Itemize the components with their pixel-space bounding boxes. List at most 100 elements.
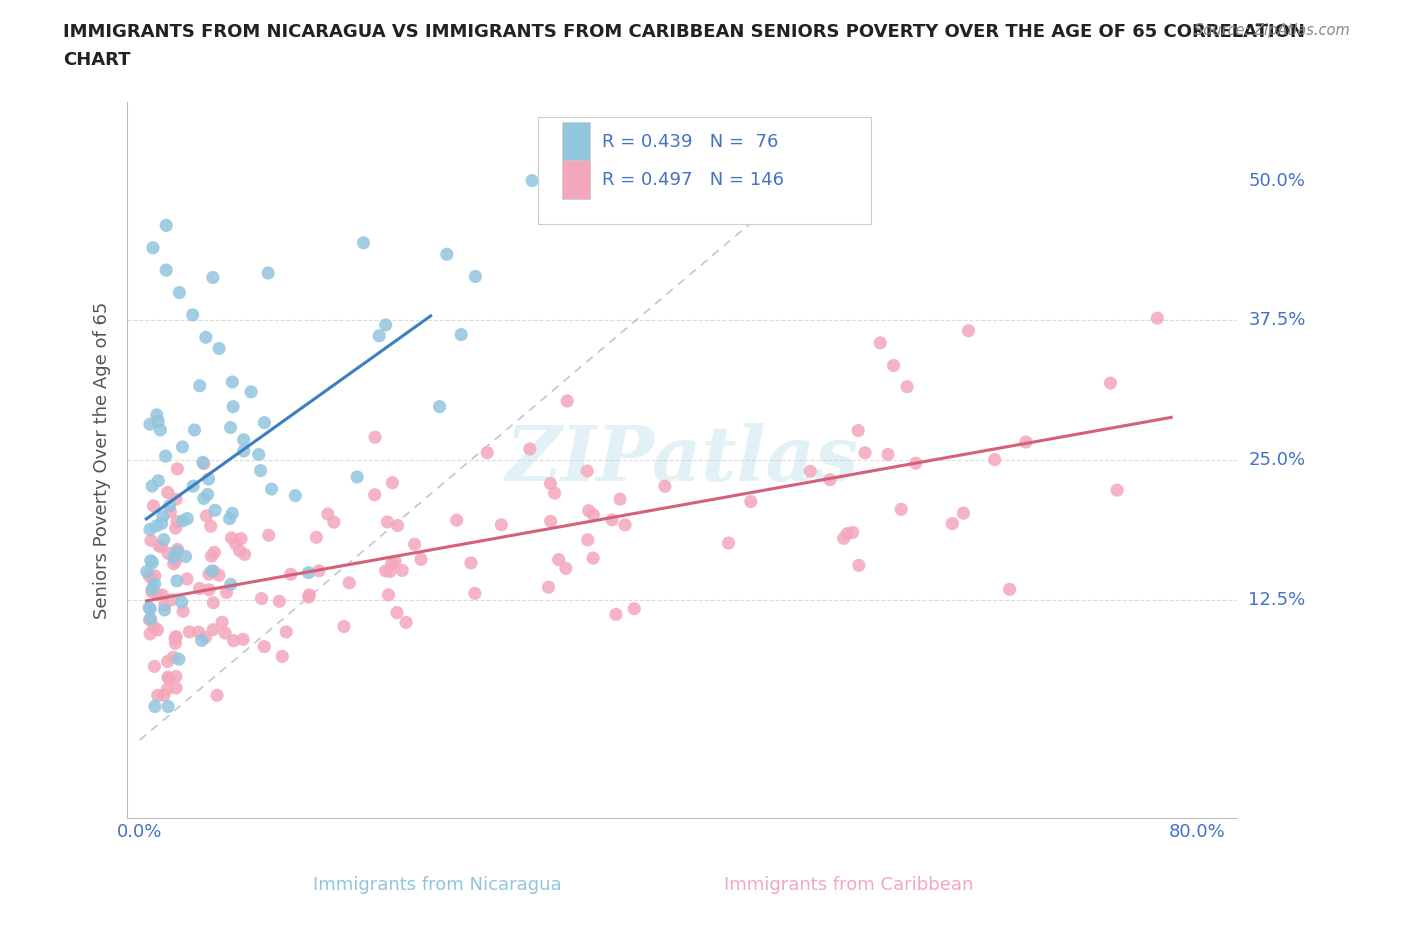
Point bbox=[176, 571, 198, 586]
Point bbox=[378, 564, 401, 578]
Point bbox=[197, 487, 219, 502]
Point bbox=[555, 393, 578, 408]
Point bbox=[155, 218, 177, 232]
Point bbox=[519, 442, 541, 457]
Point bbox=[229, 531, 252, 546]
Point bbox=[165, 630, 187, 644]
Point bbox=[138, 600, 160, 615]
Point bbox=[205, 688, 228, 703]
Point bbox=[869, 336, 891, 351]
Point bbox=[391, 563, 413, 578]
Point bbox=[202, 595, 225, 610]
Point bbox=[576, 464, 599, 479]
Point bbox=[195, 509, 218, 524]
FancyBboxPatch shape bbox=[562, 160, 589, 199]
Point bbox=[280, 567, 302, 582]
Point bbox=[157, 671, 180, 685]
Point bbox=[163, 556, 186, 571]
Point bbox=[846, 423, 869, 438]
Point bbox=[219, 577, 242, 591]
Point bbox=[1107, 483, 1129, 498]
Point bbox=[375, 514, 398, 529]
Point bbox=[257, 266, 280, 281]
Point bbox=[193, 457, 215, 472]
Point bbox=[477, 445, 499, 460]
Point bbox=[181, 308, 204, 323]
Point bbox=[983, 452, 1005, 467]
Point bbox=[429, 399, 451, 414]
Point bbox=[464, 269, 486, 284]
Point bbox=[194, 630, 217, 644]
Point bbox=[139, 612, 162, 627]
Point bbox=[139, 627, 162, 642]
Point bbox=[139, 553, 162, 568]
Point bbox=[799, 464, 821, 479]
Point bbox=[253, 639, 276, 654]
Point bbox=[162, 650, 184, 665]
Point bbox=[614, 517, 637, 532]
Point bbox=[346, 470, 368, 485]
Point bbox=[148, 473, 170, 488]
Point bbox=[135, 565, 157, 579]
Point bbox=[298, 590, 321, 604]
Point bbox=[380, 556, 402, 571]
Point bbox=[600, 512, 623, 527]
Point bbox=[166, 542, 188, 557]
Text: 25.0%: 25.0% bbox=[1249, 451, 1306, 470]
Point bbox=[143, 568, 166, 583]
Point bbox=[374, 317, 396, 332]
Point bbox=[148, 538, 170, 553]
FancyBboxPatch shape bbox=[562, 122, 589, 161]
Text: IMMIGRANTS FROM NICARAGUA VS IMMIGRANTS FROM CARIBBEAN SENIORS POVERTY OVER THE : IMMIGRANTS FROM NICARAGUA VS IMMIGRANTS … bbox=[63, 23, 1305, 41]
Point bbox=[404, 537, 426, 551]
Point bbox=[381, 475, 404, 490]
Point bbox=[841, 525, 863, 539]
Point bbox=[337, 576, 360, 591]
Point bbox=[605, 607, 627, 622]
Point bbox=[253, 415, 276, 430]
Point bbox=[142, 619, 165, 634]
Point bbox=[395, 615, 418, 630]
Point bbox=[520, 173, 543, 188]
Point bbox=[167, 652, 190, 667]
Point bbox=[166, 544, 188, 559]
Point bbox=[141, 584, 163, 599]
Point bbox=[818, 472, 841, 487]
Point bbox=[1146, 311, 1168, 325]
Point bbox=[385, 605, 408, 620]
Point bbox=[219, 420, 242, 435]
Point bbox=[165, 492, 187, 507]
Point bbox=[157, 546, 180, 561]
Point bbox=[957, 324, 980, 339]
Point bbox=[191, 455, 214, 470]
Point bbox=[208, 567, 231, 582]
Point bbox=[142, 240, 165, 255]
Point bbox=[198, 582, 221, 597]
Point bbox=[222, 399, 245, 414]
Point bbox=[578, 503, 600, 518]
Point bbox=[174, 549, 197, 564]
Point bbox=[384, 554, 406, 569]
Point bbox=[211, 615, 233, 630]
Point bbox=[159, 504, 181, 519]
Text: R = 0.439   N =  76: R = 0.439 N = 76 bbox=[602, 133, 779, 151]
Point bbox=[166, 461, 188, 476]
Point bbox=[232, 631, 254, 646]
Point bbox=[554, 561, 576, 576]
Point bbox=[139, 602, 162, 617]
Point bbox=[877, 447, 900, 462]
Point bbox=[232, 432, 254, 447]
Point bbox=[582, 508, 605, 523]
Point bbox=[141, 479, 163, 494]
Point bbox=[146, 688, 169, 703]
Point bbox=[654, 479, 676, 494]
Point bbox=[204, 503, 226, 518]
Point bbox=[153, 688, 176, 703]
Point bbox=[148, 414, 170, 429]
Point bbox=[232, 444, 254, 458]
Point bbox=[188, 379, 211, 393]
Point bbox=[162, 551, 184, 565]
Point bbox=[247, 447, 270, 462]
Point bbox=[269, 594, 291, 609]
Point bbox=[198, 566, 221, 581]
